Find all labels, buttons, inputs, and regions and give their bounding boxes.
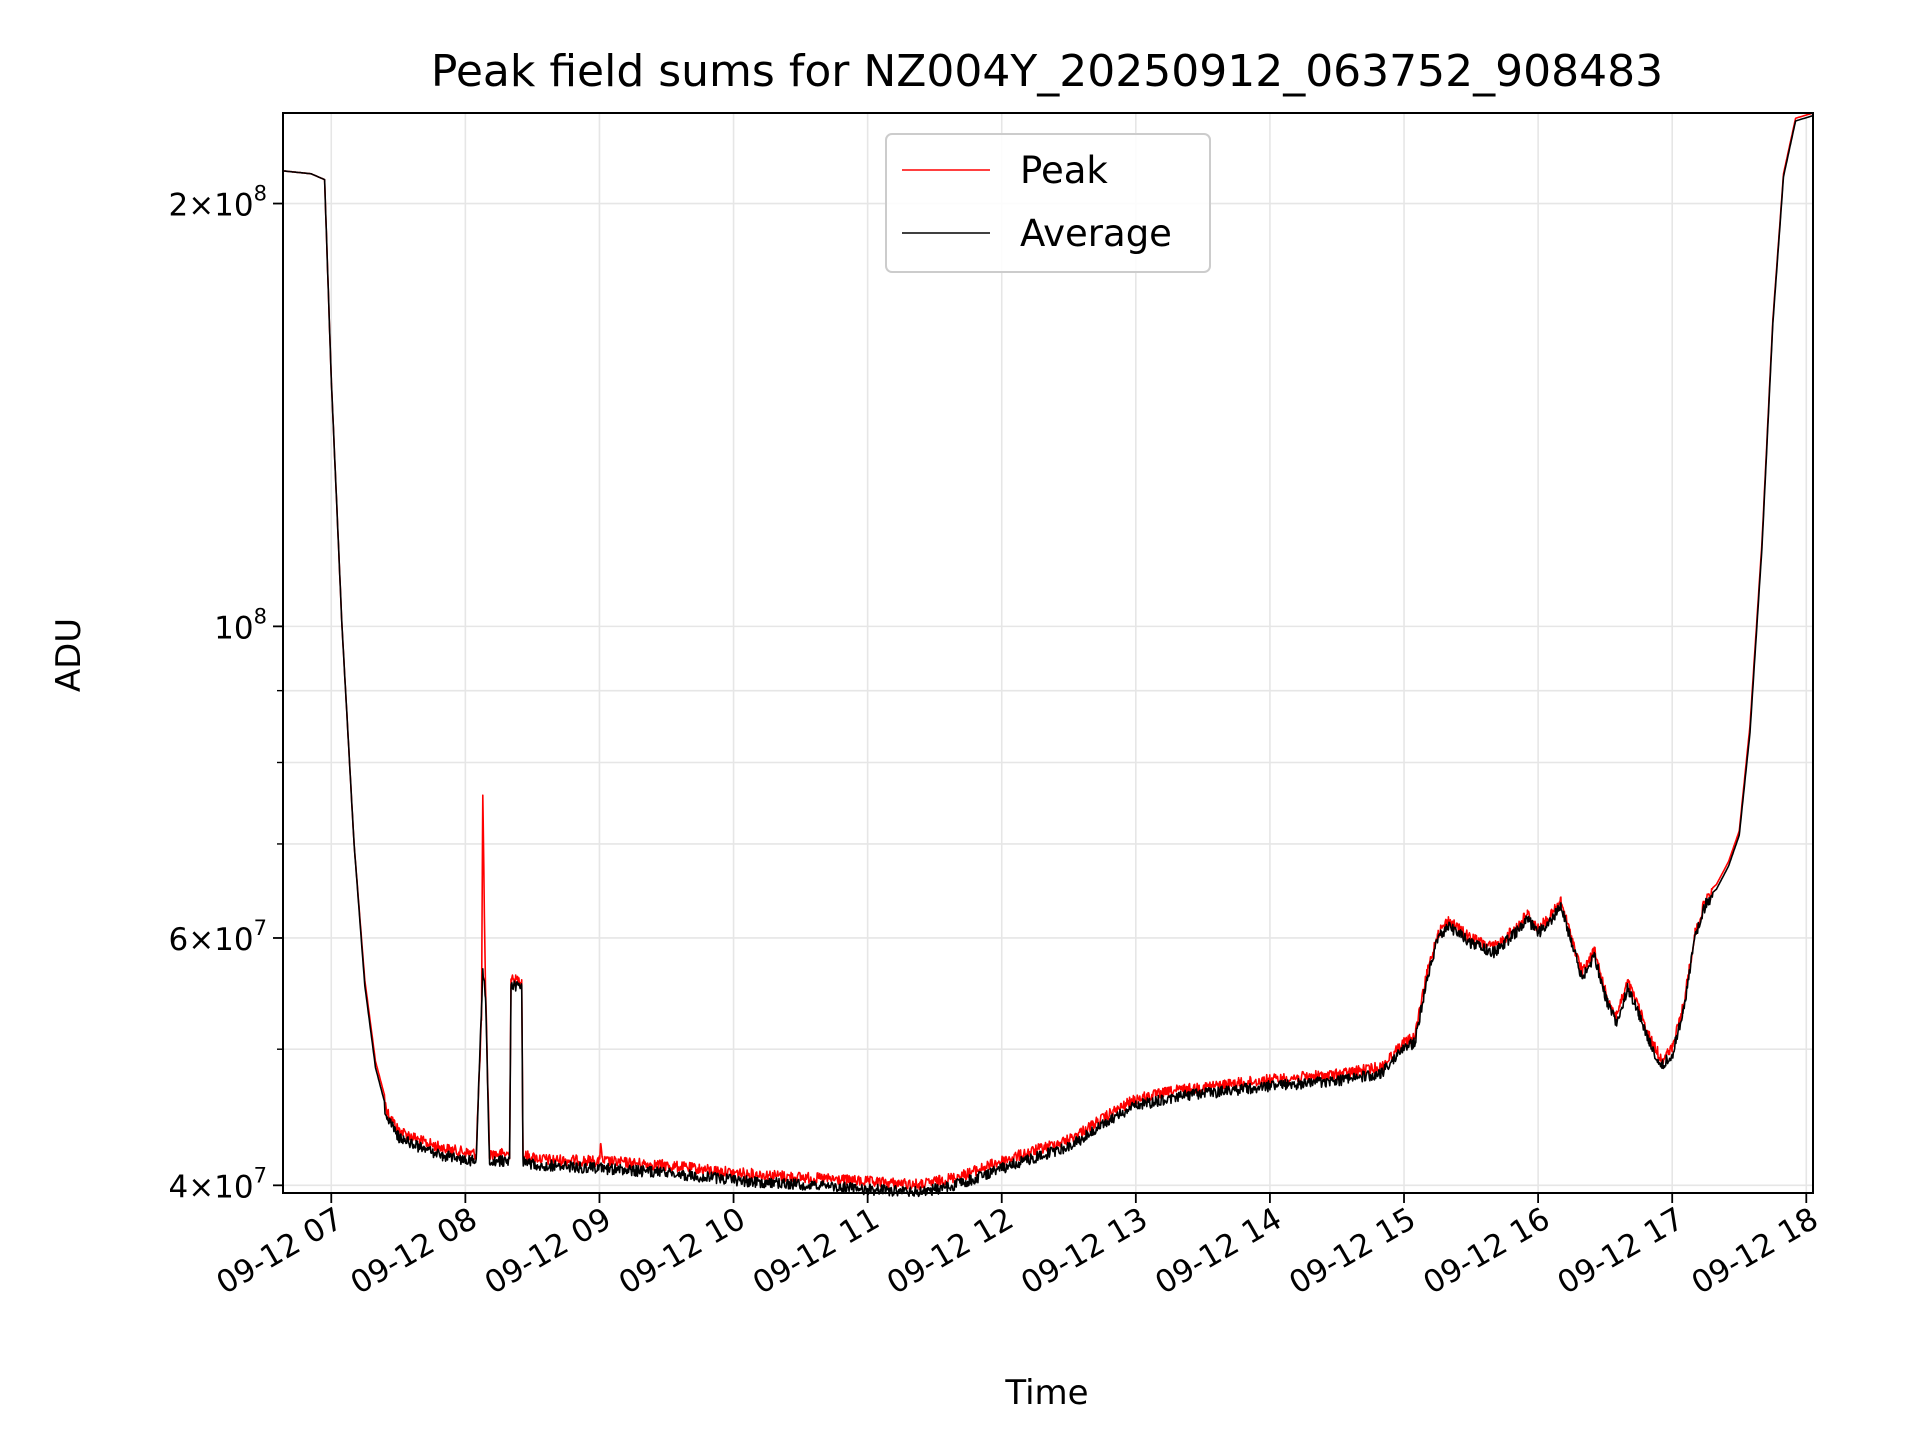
plot-frame [282,112,1814,1194]
y-tick-exponent: 8 [254,604,267,628]
y-tick-label: 4×107 [168,1163,267,1205]
y-tick-times-ten: ×10 [188,188,253,224]
x-axis-label: Time [1004,1373,1088,1413]
y-tick-exponent: 7 [254,916,267,940]
legend-box [885,133,1211,273]
y-tick-label: 6×107 [168,916,267,958]
legend: Peak Average [885,133,1211,273]
y-tick-mantissa: 6 [168,922,188,958]
y-axis-label: ADU [49,618,89,692]
y-tick-mantissa: 2 [168,188,188,224]
y-tick-mantissa: 4 [168,1169,188,1205]
y-tick-times-ten: ×10 [188,1169,253,1205]
legend-label-average: Average [1020,212,1172,255]
grid [283,113,1813,1193]
y-tick-label: 2×108 [168,182,267,224]
y-tick-times-ten: ×10 [188,922,253,958]
y-tick-ten: 10 [214,610,253,646]
series-layer [282,112,1814,1198]
series-line-average [282,114,1814,1198]
y-tick-label: 108 [214,604,267,646]
y-tick-exponent: 8 [254,182,267,206]
chart-title: Peak field sums for NZ004Y_20250912_0637… [431,46,1663,97]
y-tick-exponent: 7 [254,1163,267,1187]
legend-label-peak: Peak [1020,149,1108,192]
